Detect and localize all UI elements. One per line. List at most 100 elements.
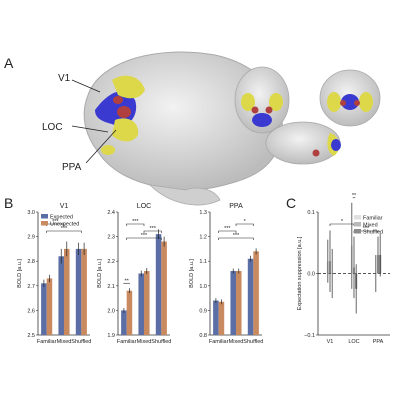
bar-unexpected (144, 271, 150, 335)
significance-bracket (126, 237, 162, 240)
significance-bracket (218, 237, 254, 240)
y-tick-label: 0.1 (307, 210, 315, 216)
brain-label-v1: V1 (58, 73, 71, 84)
significance-label: *** (141, 233, 148, 239)
legend-swatch (41, 221, 48, 226)
y-tick-label: 2.6 (27, 308, 35, 314)
panel-label-b: B (4, 195, 13, 211)
legend-label: Unexpected (50, 222, 79, 228)
x-tick-label: Familiar (117, 339, 137, 345)
x-tick-label: LOC (348, 339, 359, 345)
bar-unexpected (253, 251, 259, 335)
y-axis-label: BOLD [a.u.] (17, 259, 23, 288)
x-tick-label: PPA (373, 339, 384, 345)
y-tick-label: 1.2 (199, 235, 207, 241)
significance-label: ** (352, 193, 357, 199)
chart-title: LOC (137, 203, 151, 210)
significance-label: * (341, 219, 344, 225)
bar-expected (230, 271, 236, 335)
y-tick-label: 2.1 (107, 284, 115, 290)
significance-label: *** (61, 226, 68, 232)
y-axis-label: BOLD [a.u.] (97, 259, 103, 288)
bar-expected (75, 248, 82, 335)
panel-label-c: C (286, 195, 296, 211)
chart-3: −0.1 0.0 0.1 Expectation suppression [a.u.]… (297, 193, 390, 345)
legend-label: Expected (50, 215, 73, 221)
x-tick-label: Shuffled (151, 339, 171, 345)
y-tick-label: −0.1 (304, 333, 315, 339)
x-tick-label: Familiar (37, 339, 57, 345)
y-tick-label: 2.0 (107, 308, 115, 314)
y-tick-label: 3.0 (27, 210, 35, 216)
legend-label: Shuffled (363, 230, 383, 236)
y-tick-label: 0.0 (307, 272, 315, 278)
brain-lateral-view (83, 51, 283, 206)
significance-bracket (46, 230, 82, 233)
y-tick-label: 2.8 (27, 259, 35, 265)
chart-0: 2.5 2.6 2.7 2.8 2.9 3.0 BOLD [a.u.] V1 Familiar M… (17, 203, 91, 345)
chart-title: V1 (60, 203, 69, 210)
brain-label-loc: LOC (42, 122, 63, 133)
x-tick-label: V1 (327, 339, 334, 345)
significance-label: *** (149, 226, 156, 232)
y-tick-label: 1.1 (199, 259, 207, 265)
chart-title: PPA (229, 203, 243, 210)
bar-expected (213, 300, 219, 335)
bar-unexpected (161, 241, 167, 335)
y-tick-label: 1.9 (107, 333, 115, 339)
significance-bracket (218, 230, 237, 233)
significance-label: *** (52, 219, 59, 225)
significance-label: ** (125, 278, 130, 284)
y-tick-label: 1.0 (199, 284, 207, 290)
bar-unexpected (81, 248, 87, 335)
significance-label: * (244, 219, 247, 225)
y-tick-label: 2.9 (27, 235, 35, 241)
bar-expected (41, 283, 47, 335)
bar-unexpected (236, 271, 242, 335)
brain-inferior-view (234, 66, 290, 134)
x-tick-label: Mixed (137, 339, 152, 345)
bar-unexpected (126, 290, 133, 335)
brain-label-ppa: PPA (62, 162, 82, 173)
bar-unexpected (46, 278, 53, 335)
bar-unexpected (218, 301, 225, 335)
chart-1: 1.9 2.0 2.1 2.2 2.3 2.4 BOLD [a.u.] LOC Familiar… (97, 203, 171, 345)
x-tick-label: Familiar (209, 339, 229, 345)
legend-swatch (354, 215, 361, 220)
significance-label: *** (224, 226, 231, 232)
bar-unexpected (64, 248, 70, 335)
y-tick-label: 2.2 (107, 259, 115, 265)
pointer-v1 (71, 79, 101, 93)
y-tick-label: 2.4 (107, 210, 115, 216)
y-tick-label: 0.9 (199, 308, 207, 314)
x-tick-label: Mixed (57, 339, 72, 345)
x-tick-label: Shuffled (71, 339, 91, 345)
significance-label: *** (132, 219, 139, 225)
legend-label: Familiar (363, 216, 383, 222)
y-tick-label: 2.5 (27, 333, 35, 339)
y-tick-label: 2.7 (27, 284, 35, 290)
legend-swatch (354, 222, 361, 227)
bar-expected (138, 273, 144, 335)
significance-label: *** (233, 233, 240, 239)
significance-bracket (143, 230, 162, 233)
brain-medial-view (265, 121, 341, 165)
panel-label-a: A (4, 55, 14, 71)
pointer-ppa (85, 129, 117, 164)
y-tick-label: 1.3 (199, 210, 207, 216)
bar-expected (155, 234, 162, 335)
bar-expected (121, 310, 127, 335)
legend-label: Mixed (363, 223, 378, 229)
x-tick-label: Mixed (229, 339, 244, 345)
significance-label: *** (363, 226, 370, 232)
legend-swatch (41, 214, 48, 219)
y-tick-label: 2.3 (107, 235, 115, 241)
brain-posterior-view (319, 69, 381, 127)
bar-expected (58, 256, 64, 335)
significance-bracket (235, 223, 254, 226)
x-tick-label: Shuffled (243, 339, 263, 345)
y-axis-label: BOLD [a.u.] (189, 259, 195, 288)
significance-bracket (126, 223, 145, 226)
